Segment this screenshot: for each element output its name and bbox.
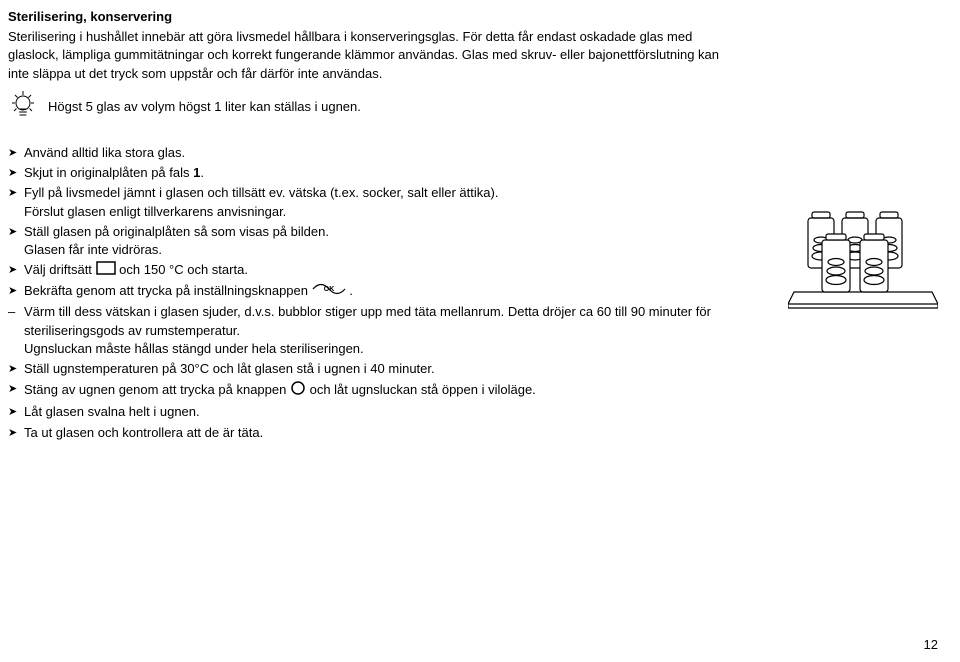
list-item: Stäng av ugnen genom att trycka på knapp… — [8, 380, 770, 401]
list-item: Skjut in originalplåten på fals 1. — [8, 164, 770, 182]
content-row: Använd alltid lika stora glas. Skjut in … — [8, 144, 938, 444]
item-text: Ugnsluckan måste hållas stängd under hel… — [24, 341, 364, 356]
item-text: Välj driftsätt — [24, 262, 96, 277]
svg-text:OK: OK — [323, 286, 334, 293]
list-item: Värm till dess vätskan i glasen sjuder, … — [8, 303, 770, 358]
list-item: Fyll på livsmedel jämnt i glasen och til… — [8, 184, 770, 220]
list-item: Använd alltid lika stora glas. — [8, 144, 770, 162]
list-item: Ställ glasen på originalplåten så som vi… — [8, 223, 770, 259]
item-text: Bekräfta genom att trycka på inställning… — [24, 283, 312, 298]
item-text: . — [200, 165, 204, 180]
power-circle-icon — [290, 384, 310, 399]
item-text: och låt ugnsluckan stå öppen i viloläge. — [310, 382, 536, 397]
ok-button-icon: OK — [312, 284, 350, 299]
item-text: Ställ ugnstemperaturen på 30°C och låt g… — [24, 361, 435, 376]
page-number: 12 — [924, 636, 938, 654]
intro-paragraph: Sterilisering i hushållet innebär att gö… — [8, 28, 728, 83]
item-text: och 150 °C och starta. — [119, 262, 248, 277]
mode-rect-icon — [96, 263, 120, 278]
item-text: Värm till dess vätskan i glasen sjuder, … — [24, 304, 711, 337]
tip-text: Högst 5 glas av volym högst 1 liter kan … — [48, 98, 361, 116]
lightbulb-icon — [8, 89, 38, 126]
list-item: Välj driftsätt och 150 °C och starta. — [8, 261, 770, 280]
tip-row: Högst 5 glas av volym högst 1 liter kan … — [8, 89, 938, 126]
item-text: . — [349, 283, 353, 298]
item-text: Skjut in originalplåten på fals — [24, 165, 193, 180]
item-text: Stäng av ugnen genom att trycka på knapp… — [24, 382, 290, 397]
list-item: Låt glasen svalna helt i ugnen. — [8, 403, 770, 421]
list-item: Ställ ugnstemperaturen på 30°C och låt g… — [8, 360, 770, 378]
instruction-list: Använd alltid lika stora glas. Skjut in … — [8, 144, 770, 444]
item-text: Fyll på livsmedel jämnt i glasen och til… — [24, 185, 498, 200]
item-text: Ställ glasen på originalplåten så som vi… — [24, 224, 329, 239]
section-heading: Sterilisering, konservering — [8, 8, 938, 26]
item-text: Ta ut glasen och kontrollera att de är t… — [24, 425, 263, 440]
item-text: Glasen får inte vidröras. — [24, 242, 162, 257]
item-text: Låt glasen svalna helt i ugnen. — [24, 404, 200, 419]
item-text: Förslut glasen enligt tillverkarens anvi… — [24, 204, 286, 219]
item-text: Använd alltid lika stora glas. — [24, 145, 185, 160]
jars-on-tray-illustration — [788, 200, 938, 315]
list-item: Bekräfta genom att trycka på inställning… — [8, 282, 770, 301]
list-item: Ta ut glasen och kontrollera att de är t… — [8, 424, 770, 442]
